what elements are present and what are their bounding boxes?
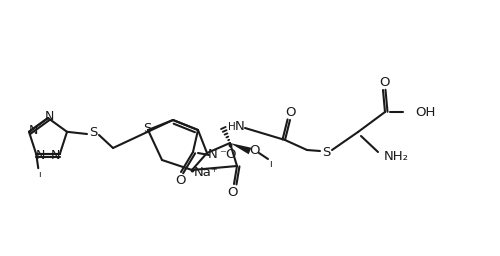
Text: O: O [379,76,389,89]
Text: OH: OH [415,105,436,119]
Text: Na⁺: Na⁺ [194,166,218,179]
Text: N: N [28,124,38,137]
Text: H: H [228,122,236,132]
Text: N: N [44,110,54,123]
Text: S: S [89,126,97,140]
Text: S: S [322,145,330,158]
Text: S: S [143,122,151,134]
Text: O: O [228,186,238,198]
Text: O: O [175,175,185,187]
Text: O: O [286,105,296,119]
Text: N: N [235,121,245,133]
Text: N: N [208,147,218,161]
Text: O: O [250,144,260,157]
Polygon shape [230,143,252,154]
Text: ı: ı [38,170,40,179]
Text: N: N [51,149,60,162]
Text: ı: ı [270,159,272,169]
Text: N: N [36,149,45,162]
Text: ⁻O: ⁻O [219,148,236,162]
Text: NH₂: NH₂ [384,151,409,164]
